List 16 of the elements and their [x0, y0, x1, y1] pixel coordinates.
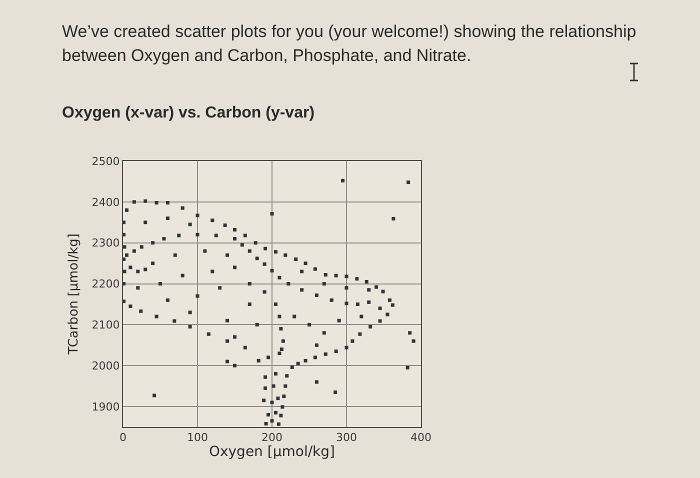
x-tick-label: 0 [120, 431, 126, 444]
y-axis-title: TCarbon [µmol/kg] [66, 234, 82, 356]
y-tick-label: 2400 [92, 196, 120, 209]
chart-title: Oxygen (x-var) vs. Carbon (y-var) [62, 104, 315, 122]
y-tick-label: 2300 [92, 236, 120, 250]
x-tick-label: 300 [336, 431, 357, 444]
y-tick-label: 2200 [92, 278, 120, 291]
x-tick-label: 400 [410, 431, 432, 444]
x-axis-title: Oxygen [µmol/kg] [208, 444, 336, 460]
y-tick-label: 1900 [92, 400, 120, 414]
x-tick-label: 200 [262, 431, 282, 444]
x-tick-label: 100 [187, 431, 208, 444]
y-tick-label: 2100 [92, 318, 120, 332]
y-tick-label: 2000 [92, 359, 120, 372]
y-tick-label: 2500 [92, 154, 120, 168]
text: We’ve created scatter plots for you (your welcome!) showing the relationship between Oxygen and Carbon, Phosphate, and Nitrate. [62, 21, 638, 67]
